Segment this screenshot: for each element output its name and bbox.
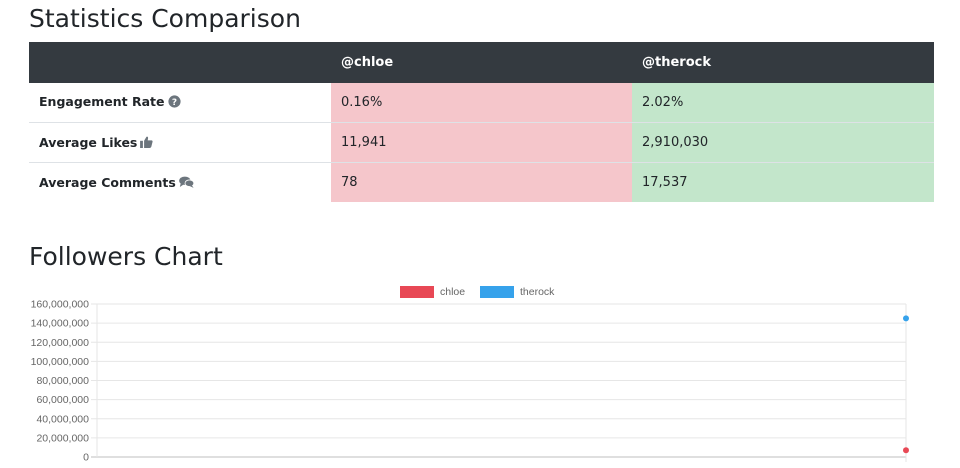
y-tick-label: 60,000,000 <box>36 394 89 406</box>
svg-text:?: ? <box>171 98 176 108</box>
table-row: Engagement Rate? 0.16% 2.02% <box>29 83 934 123</box>
cell-chloe-comments: 78 <box>331 162 632 202</box>
chart-marks <box>903 315 909 454</box>
row-label-likes: Average Likes <box>29 122 331 163</box>
cell-chloe-engagement: 0.16% <box>331 83 632 123</box>
cell-therock-engagement: 2.02% <box>632 83 934 123</box>
chart-grid <box>91 303 907 462</box>
table-row: Average Likes 11,941 2,910,030 <box>29 122 934 163</box>
row-label-text: Average Likes <box>39 134 138 150</box>
legend-item-therock[interactable]: therock <box>480 286 555 298</box>
stats-header-row: @chloe @therock <box>29 42 934 83</box>
stats-title: Statistics Comparison <box>29 4 301 33</box>
cell-therock-comments: 17,537 <box>632 162 934 202</box>
row-label-text: Average Comments <box>39 174 176 190</box>
legend-swatch <box>480 286 514 298</box>
y-axis: 160,000,000 140,000,000 120,000,000 100,000… <box>31 299 90 464</box>
row-label-engagement: Engagement Rate? <box>29 83 331 123</box>
thumbs-up-icon <box>140 136 153 151</box>
comments-icon <box>179 176 195 191</box>
cell-chloe-likes: 11,941 <box>331 122 632 163</box>
data-point-therock[interactable] <box>903 315 909 322</box>
table-row: Average Comments 78 17,537 <box>29 162 934 202</box>
legend-label: therock <box>520 286 555 298</box>
y-tick-label: 160,000,000 <box>31 299 90 311</box>
y-tick-label: 80,000,000 <box>36 375 89 387</box>
y-tick-label: 0 <box>83 452 89 464</box>
followers-chart: chloe therock 160,000,000 140,000,000 120,0… <box>31 286 909 464</box>
row-label-text: Engagement Rate <box>39 94 165 110</box>
y-tick-label: 140,000,000 <box>31 318 90 330</box>
y-tick-label: 100,000,000 <box>31 356 90 368</box>
y-tick-label: 20,000,000 <box>36 432 89 444</box>
legend-label: chloe <box>440 286 465 298</box>
header-therock: @therock <box>632 42 934 83</box>
row-label-comments: Average Comments <box>29 162 331 202</box>
header-chloe: @chloe <box>331 42 632 83</box>
data-point-chloe[interactable] <box>903 447 909 454</box>
y-tick-label: 40,000,000 <box>36 413 89 425</box>
legend-item-chloe[interactable]: chloe <box>400 286 465 298</box>
question-circle-icon[interactable]: ? <box>167 95 181 111</box>
chart-title: Followers Chart <box>29 242 223 271</box>
chart-legend: chloe therock <box>400 286 555 298</box>
cell-therock-likes: 2,910,030 <box>632 122 934 163</box>
legend-swatch <box>400 286 434 298</box>
header-blank <box>29 42 331 83</box>
y-tick-label: 120,000,000 <box>31 337 90 349</box>
stats-table: @chloe @therock Engagement Rate? 0.16% 2… <box>29 42 934 202</box>
